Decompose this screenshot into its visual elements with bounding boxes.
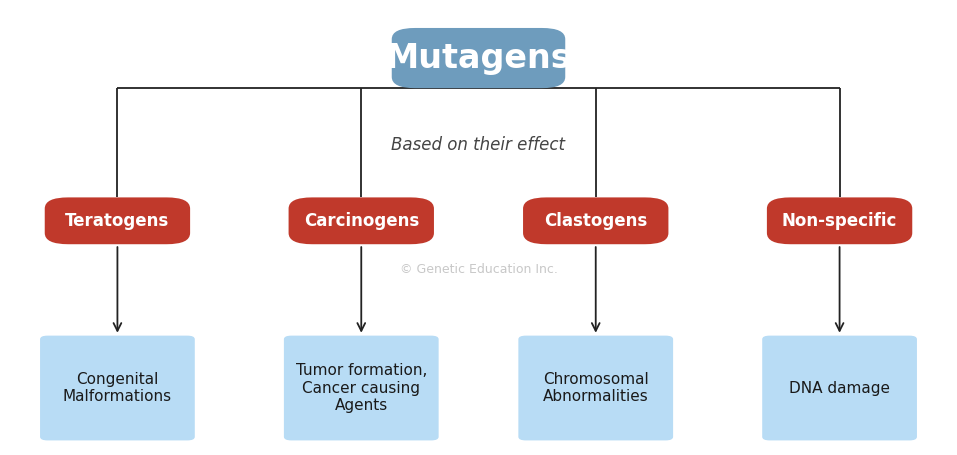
FancyBboxPatch shape: [289, 197, 434, 244]
FancyBboxPatch shape: [45, 197, 190, 244]
FancyBboxPatch shape: [40, 336, 195, 440]
Text: DNA damage: DNA damage: [790, 380, 890, 395]
Text: Congenital
Malformations: Congenital Malformations: [63, 372, 172, 404]
FancyBboxPatch shape: [519, 336, 673, 440]
Text: Based on their effect: Based on their effect: [391, 136, 566, 154]
FancyBboxPatch shape: [762, 336, 917, 440]
FancyBboxPatch shape: [767, 197, 912, 244]
Text: Tumor formation,
Cancer causing
Agents: Tumor formation, Cancer causing Agents: [296, 363, 427, 413]
FancyBboxPatch shape: [391, 28, 566, 88]
Text: Chromosomal
Abnormalities: Chromosomal Abnormalities: [543, 372, 649, 404]
Text: Non-specific: Non-specific: [782, 212, 898, 230]
Text: Mutagens: Mutagens: [386, 41, 571, 75]
Text: Clastogens: Clastogens: [545, 212, 647, 230]
Text: Carcinogens: Carcinogens: [303, 212, 419, 230]
Text: © Genetic Education Inc.: © Genetic Education Inc.: [400, 263, 557, 276]
FancyBboxPatch shape: [284, 336, 438, 440]
FancyBboxPatch shape: [523, 197, 668, 244]
Text: Teratogens: Teratogens: [65, 212, 169, 230]
